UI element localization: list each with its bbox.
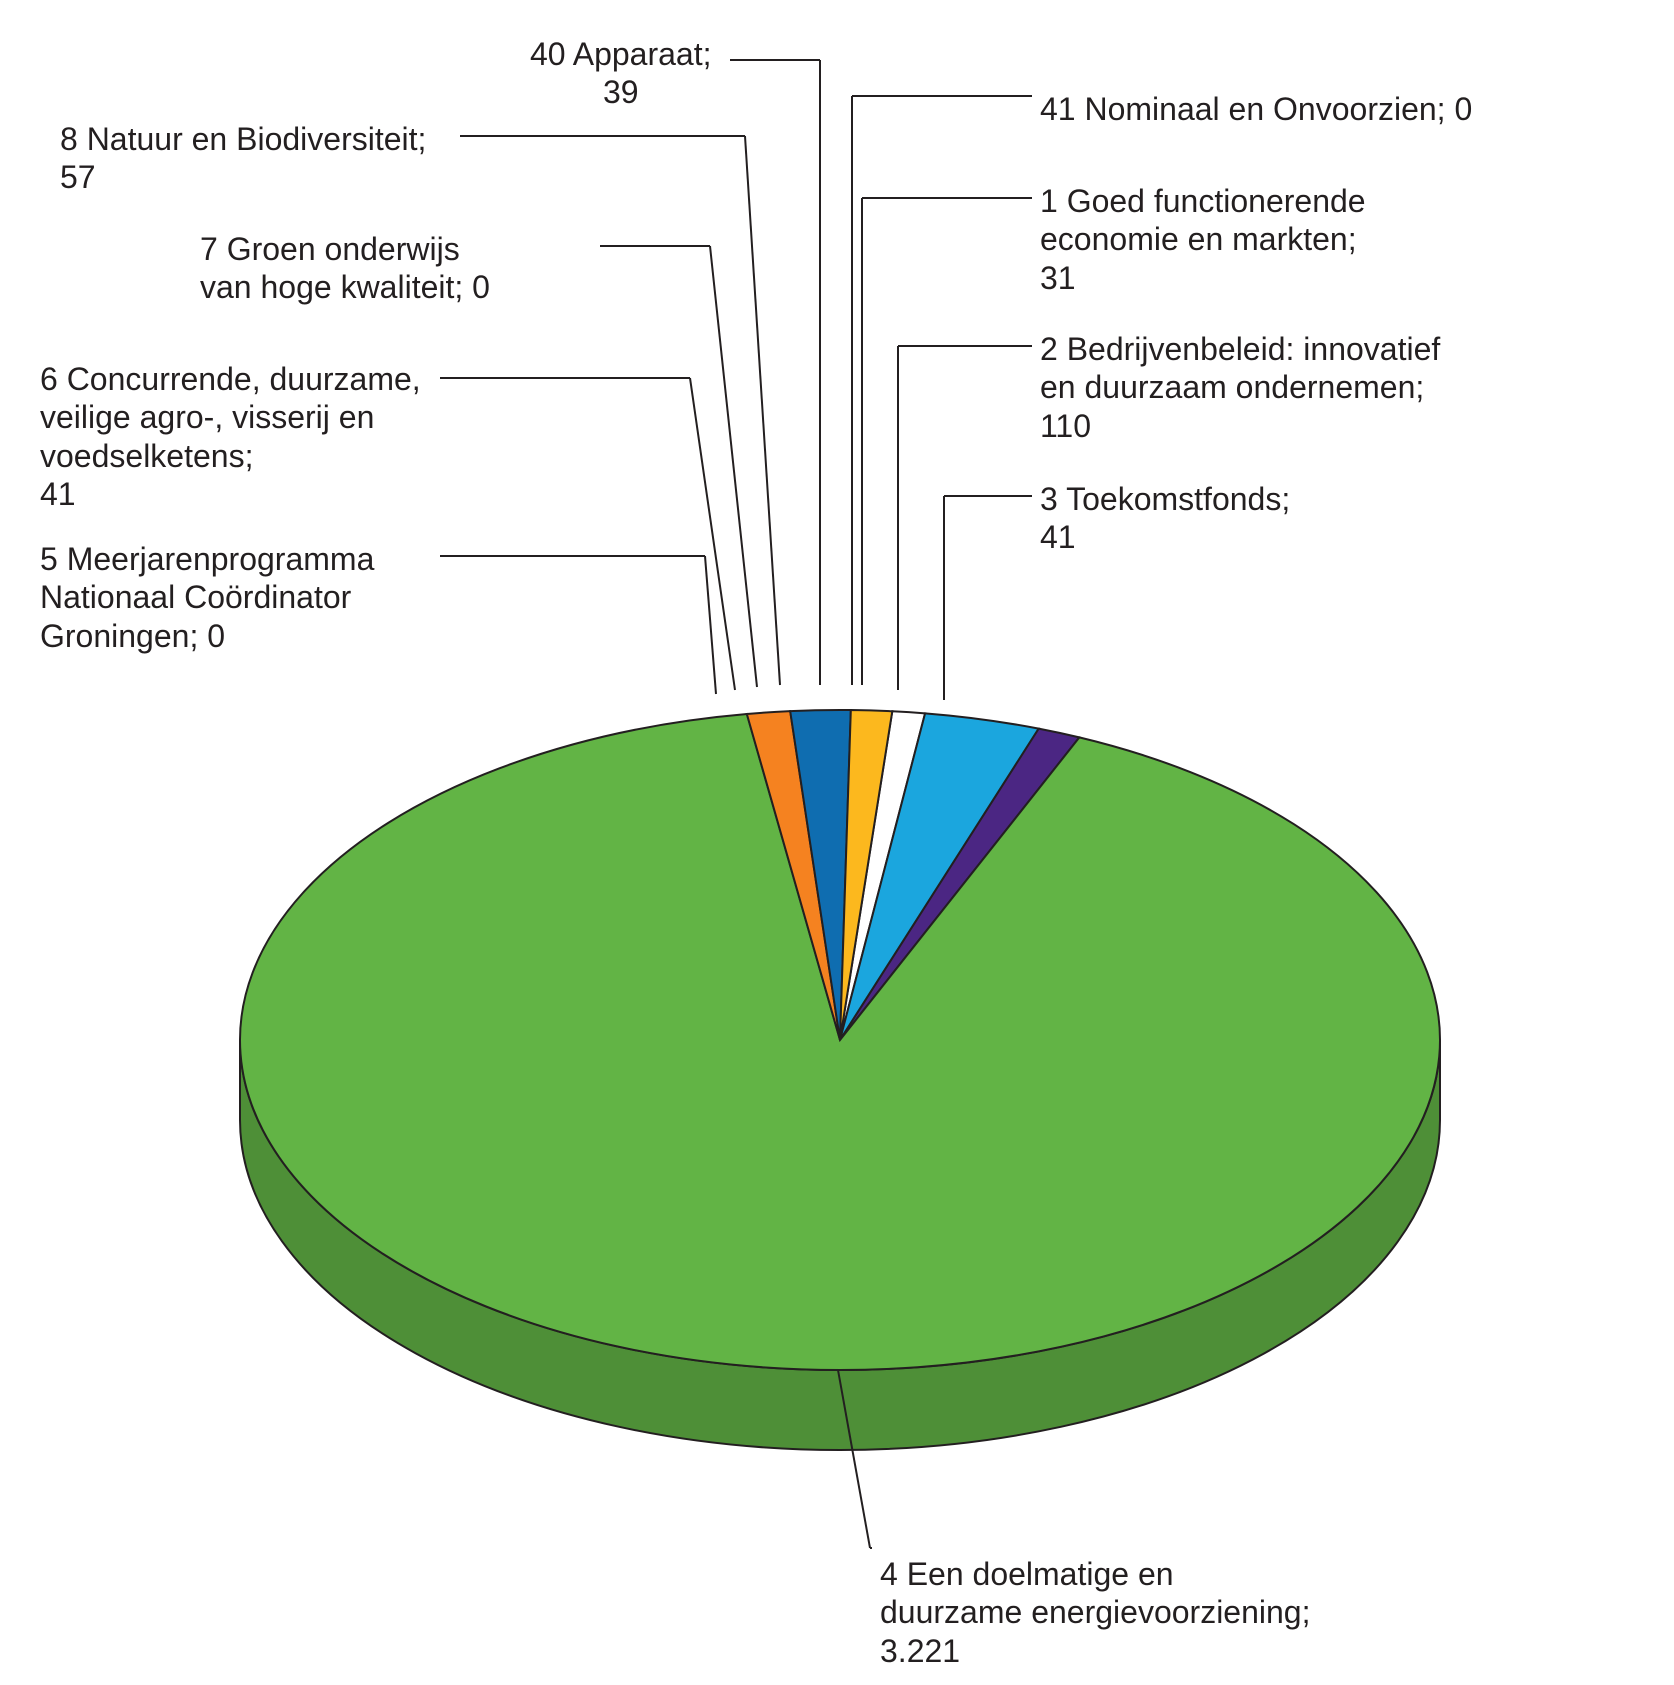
label-41: 41 Nominaal en Onvoorzien; 0 xyxy=(1040,90,1472,128)
label-1: 1 Goed functionerende economie en markte… xyxy=(1040,182,1366,297)
pie-top xyxy=(240,710,1440,1370)
label-40: 40 Apparaat; 39 xyxy=(530,35,711,112)
label-3: 3 Toekomstfonds; 41 xyxy=(1040,480,1290,557)
pie-chart: 41 Nominaal en Onvoorzien; 0 1 Goed funct… xyxy=(0,0,1674,1685)
leader-7-v xyxy=(710,246,757,687)
label-4: 4 Een doelmatige en duurzame energievoor… xyxy=(880,1555,1310,1670)
label-8: 8 Natuur en Biodiversiteit; 57 xyxy=(60,120,426,197)
leader-8-v xyxy=(745,136,780,685)
label-6: 6 Concurrende, duurzame, veilige agro-, … xyxy=(40,360,421,514)
label-2: 2 Bedrijvenbeleid: innovatief en duurzaa… xyxy=(1040,330,1440,445)
label-7: 7 Groen onderwijs van hoge kwaliteit; 0 xyxy=(200,230,490,307)
leader-5-v xyxy=(705,556,716,694)
label-5: 5 Meerjarenprogramma Nationaal Coördinat… xyxy=(40,540,374,655)
